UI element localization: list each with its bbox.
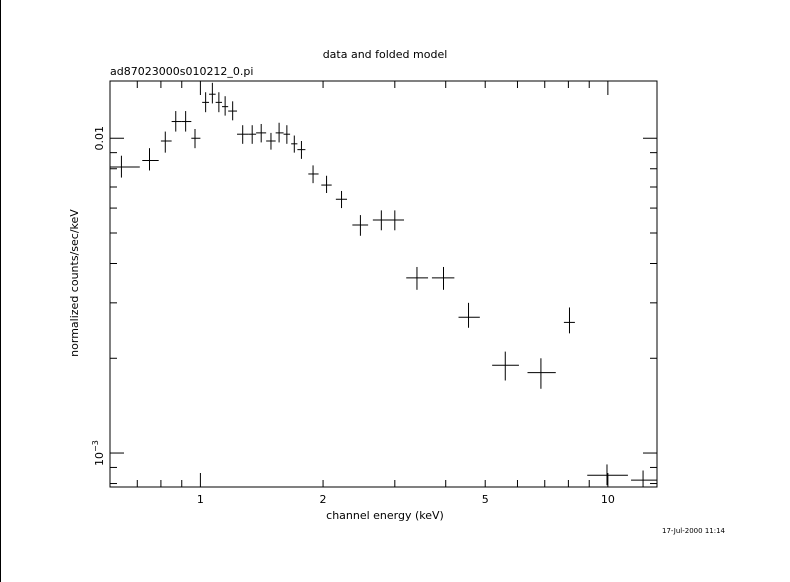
data-point: [297, 141, 306, 159]
data-point: [191, 128, 201, 149]
data-point: [352, 215, 369, 236]
data-point: [209, 82, 216, 104]
data-point: [527, 358, 556, 389]
data-point: [215, 92, 223, 113]
axis-tick-labels: 1 2 5 10 0.01 10−3: [91, 126, 615, 506]
data-point: [202, 92, 210, 113]
data-point: [160, 131, 172, 153]
data-point: [308, 165, 319, 184]
data-point: [587, 464, 628, 486]
data-point: [631, 470, 657, 487]
y-axis-label: normalized counts/sec/keV: [68, 209, 81, 357]
x-tick-label: 10: [601, 493, 615, 506]
data-markers: [110, 82, 657, 487]
data-point: [171, 111, 182, 132]
x-tick-label: 2: [320, 493, 327, 506]
data-point: [406, 266, 429, 290]
data-point: [563, 307, 575, 334]
plot-frame: [109, 80, 658, 488]
data-point: [228, 101, 238, 121]
data-point: [110, 155, 140, 178]
data-point: [335, 190, 348, 209]
chart-title: data and folded model: [323, 48, 448, 61]
timestamp: 17-Jul-2000 11:14: [662, 527, 726, 535]
data-point: [248, 125, 257, 144]
axis-ticks: [109, 81, 657, 487]
data-point: [321, 175, 332, 193]
x-tick-label: 1: [197, 493, 204, 506]
y-tick-label: 0.01: [93, 126, 106, 151]
data-point: [291, 135, 298, 153]
chart-subtitle: ad87023000s010212_0.pi: [110, 65, 253, 78]
data-point: [266, 132, 276, 150]
data-point: [181, 111, 192, 132]
data-point: [237, 125, 249, 144]
window-left-border: [0, 0, 1, 582]
data-point: [385, 210, 405, 231]
data-point: [492, 351, 519, 381]
data-point: [458, 302, 480, 328]
x-tick-label: 5: [482, 493, 489, 506]
data-point: [275, 122, 284, 143]
x-axis-label: channel energy (keV): [326, 509, 444, 522]
data-point: [222, 96, 229, 116]
data-point: [431, 266, 455, 290]
y-tick-label: 10−3: [91, 440, 106, 466]
data-point: [283, 125, 291, 144]
data-point: [256, 123, 267, 143]
data-point: [142, 148, 159, 171]
